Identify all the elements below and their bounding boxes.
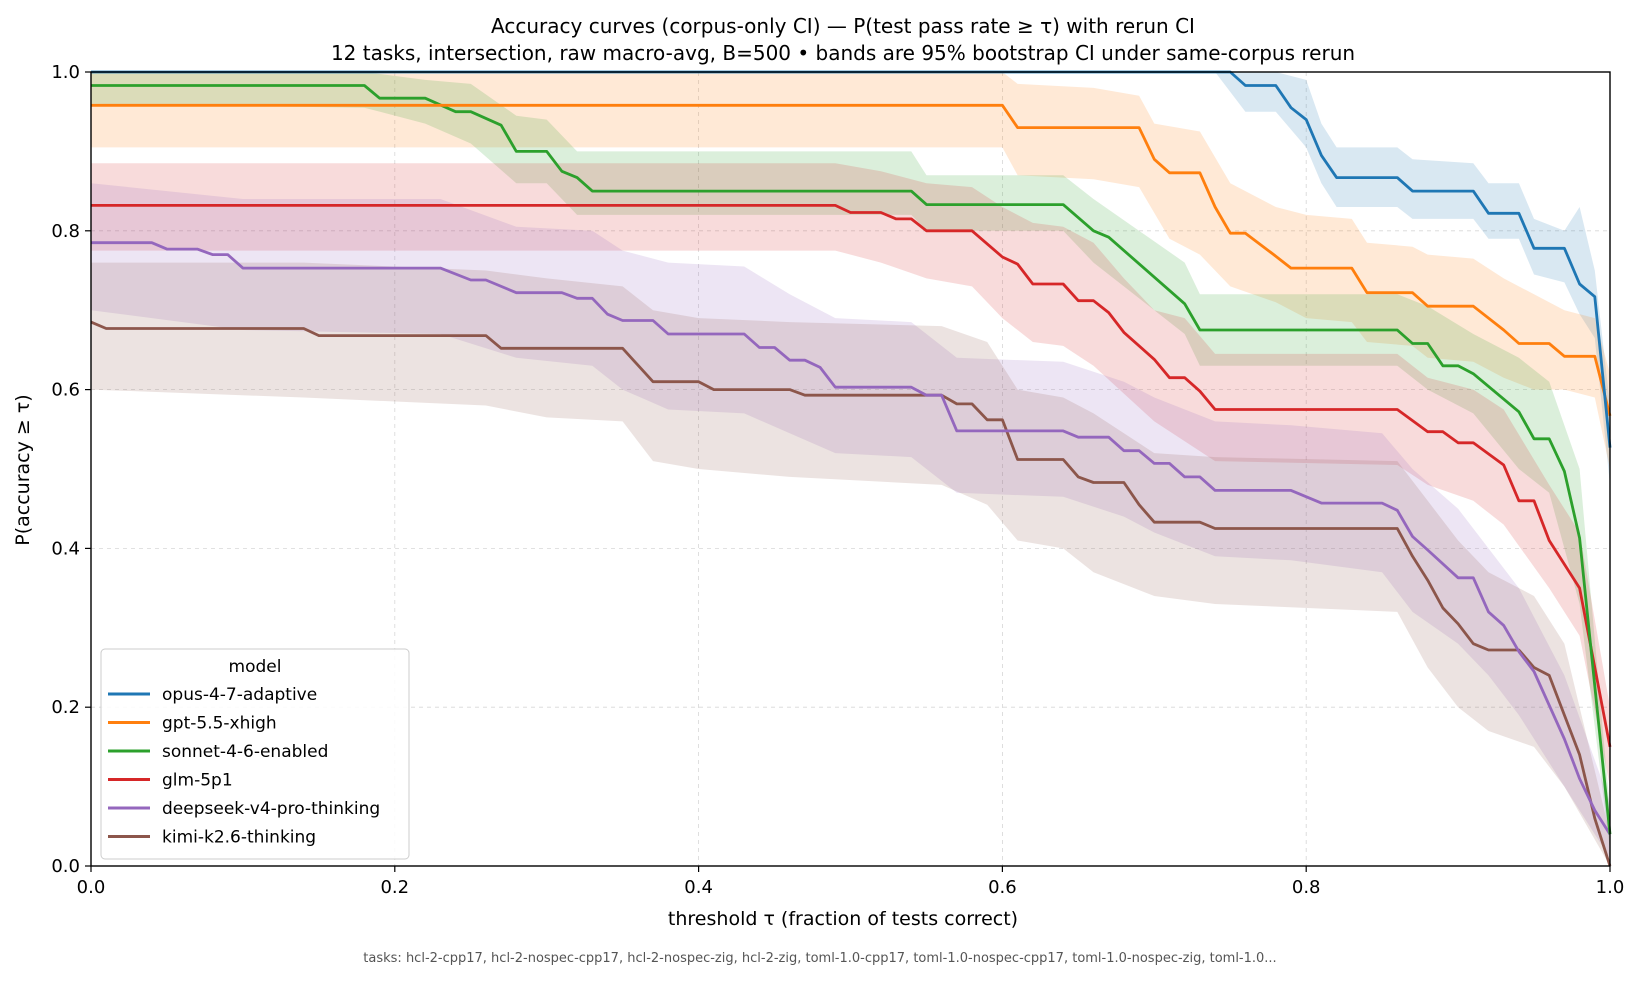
x-tick-label: 0.6	[988, 877, 1017, 898]
ci-band-gpt-5.5-xhigh	[91, 72, 1610, 469]
legend-label: opus-4-7-adaptive	[162, 685, 317, 705]
y-tick-label: 1.0	[51, 62, 80, 83]
x-tick-label: 0.4	[684, 877, 713, 898]
ci-band-deepseek-v4-pro-thinking	[91, 183, 1610, 859]
y-tick-label: 0.4	[51, 538, 80, 559]
series-line-glm-5p1	[91, 204, 1612, 748]
x-tick-label: 0.0	[77, 877, 106, 898]
chart-title: Accuracy curves (corpus-only CI) — P(tes…	[491, 14, 1195, 38]
plot-area-frame	[90, 71, 1611, 867]
series-line-gpt-5.5-xhigh	[91, 103, 1612, 417]
legend-box	[100, 648, 410, 860]
legend-label: deepseek-v4-pro-thinking	[162, 799, 380, 819]
tasks-footnote: tasks: hcl-2-cpp17, hcl-2-nospec-cpp17, …	[363, 951, 1276, 966]
series-line-sonnet-4-6-enabled	[91, 84, 1612, 835]
series-line-opus-4-7-adaptive	[91, 70, 1612, 448]
legend-label: kimi-k2.6-thinking	[162, 828, 316, 848]
series-line-deepseek-v4-pro-thinking	[91, 241, 1612, 835]
ci-band-kimi-k2.6-thinking	[91, 262, 1610, 867]
x-axis-label: threshold τ (fraction of tests correct)	[668, 908, 1018, 930]
legend: model opus-4-7-adaptive gpt-5.5-xhigh sonn…	[100, 648, 410, 860]
ci-bands	[91, 72, 1610, 867]
y-tick-label: 0.6	[51, 380, 80, 401]
series-line-kimi-k2.6-thinking	[90, 320, 1612, 867]
y-axis-label: P(accuracy ≥ τ)	[12, 394, 34, 545]
legend-label: gpt-5.5-xhigh	[162, 714, 277, 734]
y-tick-label: 0.2	[51, 697, 80, 718]
x-tick-label: 0.2	[380, 877, 409, 898]
y-tick-label: 0.8	[51, 221, 80, 242]
x-tick-label: 0.8	[1292, 877, 1321, 898]
chart-subtitle: 12 tasks, intersection, raw macro-avg, B…	[331, 41, 1355, 65]
legend-label: glm-5p1	[162, 771, 233, 791]
ci-band-glm-5p1	[91, 163, 1610, 787]
legend-label: sonnet-4-6-enabled	[162, 742, 328, 762]
x-tick-label: 1.0	[1596, 877, 1625, 898]
y-tick-label: 0.0	[51, 856, 80, 877]
legend-title: model	[229, 657, 282, 677]
axis-ticks: 0.0 0.2 0.4 0.6 0.8 1.0 0.0 0.2 0.4 0.6 0.8 1.0	[51, 62, 1624, 898]
series-lines	[90, 70, 1612, 867]
